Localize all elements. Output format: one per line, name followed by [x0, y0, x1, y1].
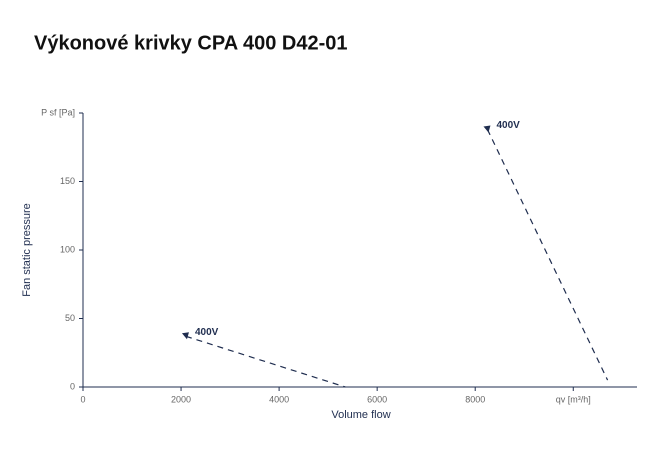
arrowhead	[181, 332, 189, 340]
chart-title: Výkonové krivky CPA 400 D42-01	[34, 32, 348, 54]
y-tick-label: 150	[60, 176, 75, 186]
curve	[486, 129, 609, 381]
x-axis-title: Volume flow	[331, 409, 390, 421]
y-axis-title: Fan static pressure	[21, 203, 33, 297]
curve-label: 400V	[496, 120, 520, 131]
x-tick-label: 0	[80, 394, 85, 404]
x-tick-label: 8000	[465, 394, 485, 404]
x-tick-label: 2000	[171, 394, 191, 404]
curve-label: 400V	[195, 327, 219, 338]
arrowhead	[483, 125, 491, 133]
x-tick-label: 6000	[367, 394, 387, 404]
x-tick-label: 4000	[269, 394, 289, 404]
y-tick-label: 100	[60, 244, 75, 254]
curve	[185, 335, 346, 388]
y-tick-label: 0	[70, 381, 75, 391]
y-tick-label: 50	[65, 313, 75, 323]
x-tick-label: qv [m³/h]	[556, 394, 591, 404]
y-tick-label: P sf [Pa]	[41, 107, 75, 117]
